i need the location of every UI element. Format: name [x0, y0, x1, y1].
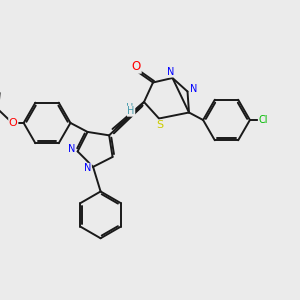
- Text: N: N: [167, 67, 175, 77]
- Text: Cl: Cl: [258, 115, 268, 125]
- Text: H: H: [128, 106, 135, 116]
- Text: H: H: [126, 103, 134, 113]
- Text: N: N: [190, 84, 198, 94]
- Text: N: N: [84, 164, 92, 173]
- Text: O: O: [9, 118, 17, 128]
- Text: N: N: [68, 144, 75, 154]
- Text: O: O: [132, 60, 141, 73]
- Text: S: S: [156, 120, 163, 130]
